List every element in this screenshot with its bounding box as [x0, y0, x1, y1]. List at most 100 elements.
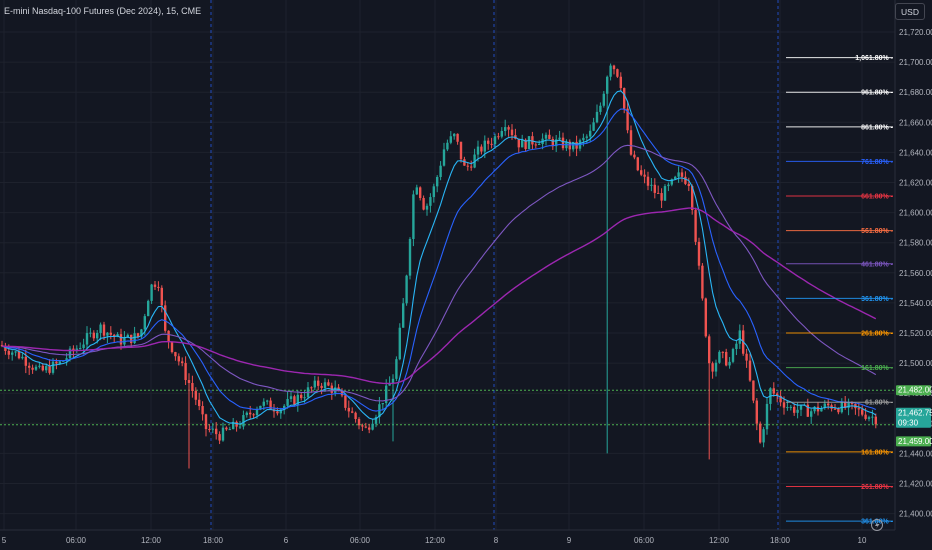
- candle-body: [21, 356, 24, 359]
- candle-body: [45, 366, 48, 371]
- candle-body: [11, 352, 14, 355]
- candle-body: [864, 414, 867, 419]
- candle-body: [572, 141, 575, 150]
- candle-body: [738, 330, 741, 344]
- candle-body: [874, 416, 877, 425]
- candle-body: [276, 411, 279, 414]
- time-tick-label: 6: [284, 536, 289, 545]
- candle-body: [500, 131, 503, 137]
- candle-body: [459, 141, 463, 160]
- candle-body: [381, 403, 384, 405]
- lightning-icon-bolt: [875, 521, 880, 529]
- candle-body: [643, 174, 646, 177]
- candle-body: [527, 136, 531, 149]
- candle-body: [157, 286, 160, 288]
- candle-body: [215, 428, 218, 435]
- candle-body: [300, 394, 303, 399]
- countdown-label: 09:30: [898, 418, 919, 427]
- candle-body: [493, 136, 497, 145]
- price-axis-bg: [895, 0, 932, 550]
- candle-body: [323, 382, 327, 388]
- candle-body: [538, 144, 541, 146]
- candle-body: [320, 385, 323, 388]
- time-tick-label: 10: [858, 536, 867, 545]
- ema-200-line: [1, 207, 877, 385]
- time-tick-label: 12:00: [709, 536, 730, 545]
- candle-body: [143, 316, 146, 330]
- candle-body: [674, 176, 677, 180]
- candle-body: [293, 396, 296, 405]
- candle-body: [181, 361, 184, 364]
- time-tick-label: 06:00: [66, 536, 87, 545]
- candles-group: [0, 63, 877, 469]
- candle-body: [167, 330, 170, 342]
- candle-body: [660, 193, 663, 201]
- candle-body: [218, 434, 221, 441]
- time-tick-label: 12:00: [141, 536, 162, 545]
- time-tick-label: 06:00: [634, 536, 655, 545]
- fib-level-label: 761.80% -: [861, 159, 894, 166]
- candle-body: [17, 351, 21, 359]
- candle-body: [89, 332, 92, 334]
- candle-body: [779, 395, 782, 403]
- candle-body: [595, 111, 599, 123]
- candle-body: [150, 284, 153, 301]
- time-tick-label: 18:00: [770, 536, 791, 545]
- currency-button[interactable]: USD: [895, 3, 925, 20]
- candle-body: [194, 390, 197, 400]
- candle-body: [391, 378, 395, 384]
- candle-body: [585, 136, 588, 138]
- price-tick-label: 21,420.00: [899, 480, 932, 489]
- candle-body: [507, 127, 510, 130]
- candle-body: [279, 409, 282, 414]
- candle-body: [789, 406, 792, 408]
- candle-body: [599, 105, 602, 112]
- candle-body: [296, 394, 299, 405]
- candle-body: [633, 154, 636, 158]
- time-tick-label: 5: [2, 536, 7, 545]
- candle-body: [208, 429, 211, 431]
- time-tick-label: 8: [494, 536, 499, 545]
- candle-body: [201, 406, 204, 415]
- candle-body: [616, 69, 619, 77]
- candle-body: [606, 76, 609, 94]
- candle-body: [266, 400, 269, 402]
- candle-body: [827, 403, 830, 406]
- fib-level-label: 161.80% -: [861, 449, 894, 456]
- candle-body: [793, 406, 796, 413]
- candle-body: [446, 142, 449, 150]
- candle-body: [160, 287, 163, 306]
- candle-body: [361, 425, 364, 427]
- candle-body: [463, 159, 466, 166]
- candle-body: [483, 140, 486, 152]
- candle-body: [592, 122, 595, 131]
- candle-body: [810, 411, 813, 417]
- fib-level-label: 361.80% -: [861, 296, 894, 303]
- candle-body: [667, 184, 670, 187]
- candle-body: [861, 409, 864, 415]
- candle-body: [48, 366, 51, 373]
- candle-body: [650, 184, 653, 186]
- price-tick-label: 21,560.00: [899, 269, 932, 278]
- candle-body: [602, 93, 605, 106]
- candle-body: [415, 187, 418, 195]
- candle-body: [612, 65, 616, 70]
- candle-body: [31, 367, 34, 370]
- candle-body: [177, 356, 180, 362]
- candle-body: [79, 348, 82, 350]
- candle-body: [439, 165, 442, 177]
- candle-body: [850, 402, 854, 404]
- chart-title: E-mini Nasdaq-100 Futures (Dec 2024), 15…: [4, 6, 202, 16]
- candle-body: [374, 417, 378, 424]
- candle-body: [221, 427, 225, 441]
- price-label-text: 21,462.75: [898, 408, 932, 417]
- candle-body: [65, 358, 68, 361]
- candle-body: [694, 210, 697, 242]
- lightning-icon[interactable]: [871, 519, 883, 531]
- candle-body: [497, 136, 500, 138]
- fib-level-label: 661.80% -: [861, 194, 894, 201]
- ema-50-line: [1, 144, 877, 402]
- candle-body: [385, 385, 388, 404]
